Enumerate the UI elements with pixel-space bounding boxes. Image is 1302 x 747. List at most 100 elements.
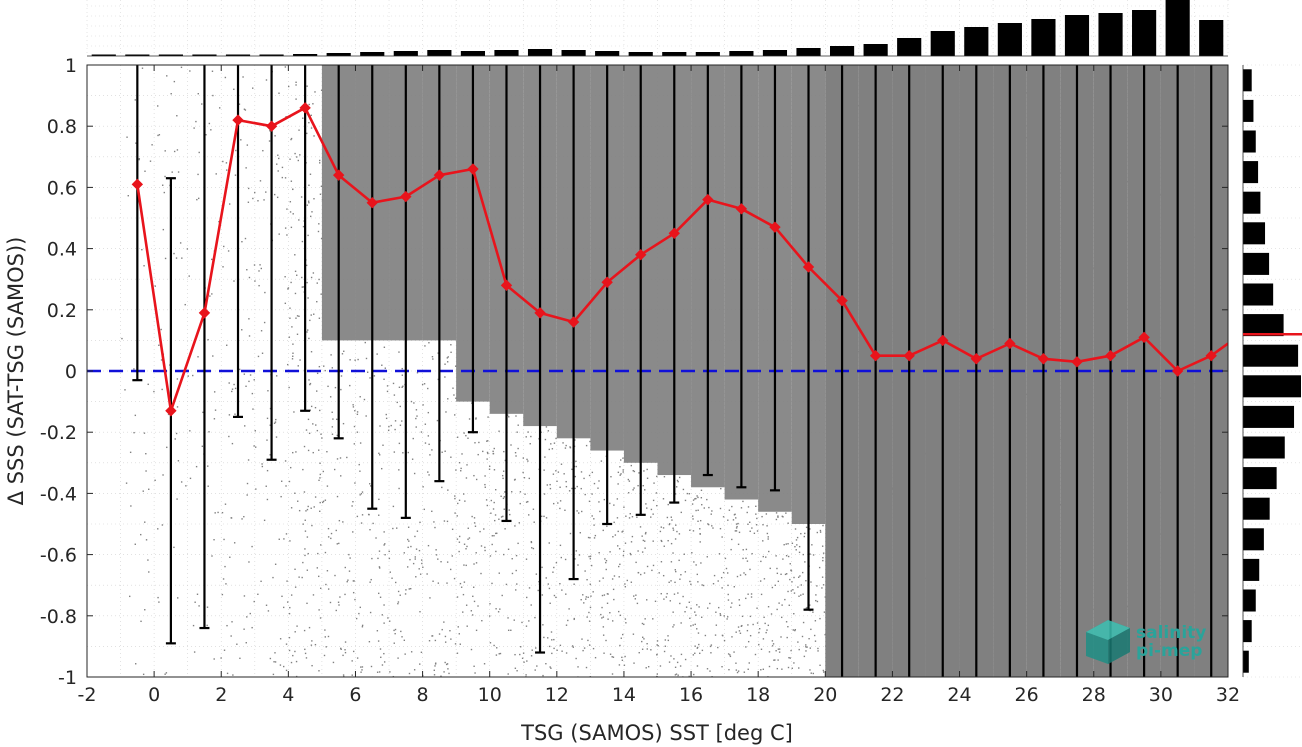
- scatter-point: [1035, 438, 1038, 441]
- scatter-point: [824, 633, 826, 636]
- scatter-point: [724, 557, 727, 560]
- scatter-point: [674, 569, 676, 571]
- scatter-point: [560, 463, 563, 465]
- scatter-point: [361, 669, 363, 671]
- scatter-point: [265, 191, 267, 193]
- scatter-point: [933, 356, 935, 358]
- right-hist-bar: [1243, 589, 1256, 612]
- scatter-point: [1061, 75, 1063, 77]
- scatter-point: [1097, 281, 1100, 283]
- scatter-point: [925, 373, 928, 376]
- scatter-point: [1039, 579, 1042, 582]
- scatter-point: [1127, 535, 1129, 537]
- scatter-point: [859, 276, 861, 279]
- scatter-point: [735, 631, 737, 633]
- scatter-point: [1064, 160, 1066, 163]
- scatter-point: [386, 385, 389, 387]
- scatter-point: [533, 521, 535, 523]
- scatter-point: [880, 94, 882, 97]
- scatter-point: [797, 586, 799, 588]
- scatter-point: [827, 142, 829, 144]
- scatter-point: [788, 656, 790, 659]
- scatter-point: [905, 79, 908, 81]
- scatter-point: [1082, 584, 1085, 586]
- scatter-point: [495, 488, 497, 491]
- scatter-point: [1069, 484, 1071, 486]
- scatter-point: [447, 668, 449, 670]
- scatter-point: [522, 457, 525, 459]
- scatter-point: [198, 151, 200, 154]
- scatter-point: [197, 173, 199, 176]
- scatter-point: [1003, 652, 1006, 655]
- scatter-point: [737, 626, 740, 628]
- scatter-point: [196, 593, 199, 595]
- scatter-point: [175, 432, 178, 435]
- mean-point: [366, 196, 378, 209]
- scatter-point: [1081, 260, 1084, 262]
- scatter-point: [585, 596, 588, 598]
- scatter-point: [944, 525, 946, 528]
- scatter-point: [383, 378, 385, 380]
- scatter-point: [251, 545, 253, 548]
- scatter-point: [746, 560, 749, 562]
- scatter-point: [886, 530, 889, 533]
- scatter-point: [261, 463, 263, 465]
- mean-point: [500, 279, 513, 292]
- scatter-point: [979, 255, 982, 257]
- scatter-point: [263, 321, 266, 324]
- mean-points: [131, 102, 1217, 417]
- scatter-point: [1217, 293, 1220, 295]
- scatter-point: [1136, 162, 1138, 164]
- scatter-point: [157, 528, 159, 530]
- y-tick-label: 0.4: [47, 239, 77, 261]
- scatter-point: [925, 577, 927, 580]
- scatter-point: [1099, 111, 1101, 114]
- scatter-point: [888, 517, 891, 520]
- scatter-point: [158, 601, 160, 603]
- scatter-point: [1221, 438, 1223, 441]
- scatter-point: [981, 108, 983, 111]
- scatter-point: [652, 540, 654, 542]
- scatter-point: [296, 333, 299, 335]
- scatter-point: [294, 152, 296, 155]
- scatter-point: [257, 200, 259, 202]
- scatter-point: [612, 588, 615, 591]
- scatter-point: [1116, 111, 1119, 113]
- scatter-point: [624, 618, 627, 620]
- scatter-point: [920, 570, 922, 572]
- scatter-point: [770, 613, 773, 615]
- scatter-point: [306, 204, 309, 206]
- scatter-point: [231, 621, 233, 623]
- scatter-point: [977, 514, 979, 517]
- scatter-point: [289, 606, 291, 609]
- scatter-point: [530, 604, 532, 606]
- scatter-point: [986, 265, 988, 268]
- scatter-point: [582, 594, 584, 596]
- scatter-point: [901, 296, 903, 299]
- scatter-point: [288, 649, 291, 652]
- scatter-point: [323, 365, 325, 367]
- scatter-point: [1158, 471, 1161, 473]
- scatter-point: [502, 497, 505, 500]
- scatter-point: [1057, 204, 1059, 207]
- scatter-point: [702, 584, 705, 587]
- scatter-point: [354, 482, 356, 484]
- scatter-point: [1138, 151, 1140, 154]
- scatter-point: [1154, 550, 1156, 552]
- scatter-point: [227, 250, 230, 252]
- scatter-point: [454, 365, 457, 367]
- scatter-point: [419, 611, 421, 613]
- scatter-point: [246, 482, 249, 485]
- right-histogram-grid: [1243, 64, 1302, 678]
- scatter-point: [532, 508, 535, 510]
- mean-point: [668, 227, 680, 240]
- scatter-point: [153, 390, 155, 393]
- scatter-point: [1117, 596, 1120, 599]
- scatter-point: [1112, 594, 1115, 596]
- scatter-point: [791, 542, 794, 544]
- scatter-point: [1123, 171, 1125, 173]
- scatter-point: [798, 648, 800, 651]
- scatter-point: [331, 367, 334, 369]
- scatter-point: [295, 451, 297, 453]
- scatter-point: [685, 606, 688, 608]
